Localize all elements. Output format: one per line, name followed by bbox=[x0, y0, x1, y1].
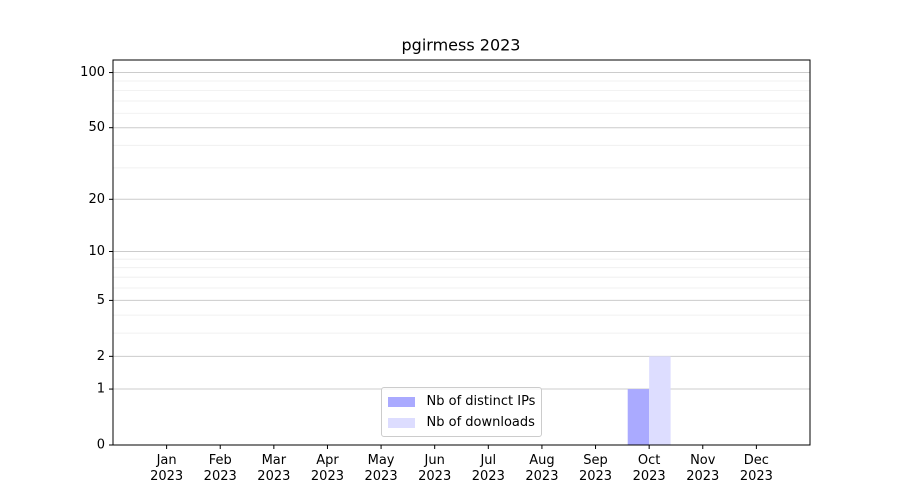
x-tick-label: Feb 2023 bbox=[203, 453, 237, 484]
legend-swatch bbox=[387, 417, 415, 428]
legend-label: Nb of downloads bbox=[426, 415, 535, 430]
x-tick-label: Aug 2023 bbox=[525, 453, 559, 484]
x-tick-label: Jun 2023 bbox=[418, 453, 452, 484]
legend-item: Nb of distinct IPs bbox=[387, 391, 536, 412]
y-tick-label: 5 bbox=[97, 293, 105, 308]
x-tick-label: Nov 2023 bbox=[686, 453, 720, 484]
legend-item: Nb of downloads bbox=[387, 412, 536, 433]
legend-swatch bbox=[387, 396, 415, 407]
bar bbox=[627, 389, 650, 445]
x-tick-label: Jan 2023 bbox=[150, 453, 184, 484]
x-tick-label: Dec 2023 bbox=[739, 453, 773, 484]
y-tick-label: 0 bbox=[97, 438, 105, 453]
x-tick-label: May 2023 bbox=[364, 453, 398, 484]
y-tick-label: 1 bbox=[97, 382, 105, 397]
y-tick-label: 2 bbox=[97, 349, 105, 364]
y-tick-label: 50 bbox=[88, 120, 105, 135]
legend-label: Nb of distinct IPs bbox=[426, 394, 536, 409]
legend: Nb of distinct IPs Nb of downloads bbox=[380, 387, 543, 437]
plot-frame bbox=[112, 59, 811, 446]
bar bbox=[649, 356, 671, 445]
x-tick-label: Oct 2023 bbox=[632, 453, 666, 484]
y-tick-label: 20 bbox=[88, 192, 105, 207]
x-tick-label: Sep 2023 bbox=[578, 453, 613, 484]
x-tick-label: Jul 2023 bbox=[471, 453, 505, 484]
x-tick-label: Apr 2023 bbox=[310, 453, 344, 484]
y-tick-label: 100 bbox=[80, 65, 105, 80]
y-tick-label: 10 bbox=[88, 244, 105, 259]
chart-title: pgirmess 2023 bbox=[402, 36, 521, 55]
x-tick-label: Mar 2023 bbox=[257, 453, 291, 484]
